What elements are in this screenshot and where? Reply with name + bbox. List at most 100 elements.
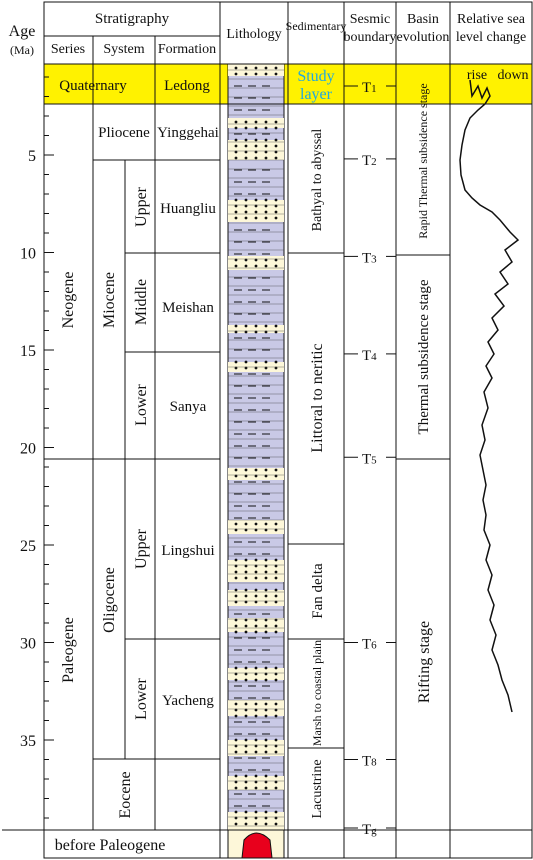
lithology-sand-dot <box>244 66 248 70</box>
lithology-sand-dot <box>254 816 258 820</box>
series-header: Series <box>51 42 85 57</box>
lithology-sand-dot <box>274 588 278 592</box>
lithology-sand-dot <box>234 570 238 574</box>
lithology-sand-dot <box>274 810 278 814</box>
system-header: System <box>103 42 144 57</box>
lithology-sand-dot <box>244 264 248 268</box>
lithology-sand-dot <box>234 264 238 268</box>
lithology-sand-dot <box>234 474 238 478</box>
lithology-sand-dot <box>244 120 248 124</box>
lithology-sand-dot <box>234 258 238 262</box>
lithology-sand-dot <box>264 618 268 622</box>
lithology-sand-dot <box>254 600 258 604</box>
lithology-sand-dot <box>234 204 238 208</box>
lithology-sand-dot <box>274 786 278 790</box>
age-tick-label: 15 <box>20 343 36 360</box>
seismic-boundary-label: T4 <box>362 348 377 364</box>
lithology-sand-dot <box>254 780 258 784</box>
rapid-subsidence-label: Rapid Thermal subsidence stage <box>416 83 430 238</box>
lithology-sand-dot <box>244 366 248 370</box>
rise-label: rise <box>467 68 487 83</box>
lithology-sand-dot <box>274 366 278 370</box>
seismic-boundary-label: T6 <box>362 637 377 653</box>
lithology-sand-dot <box>254 528 258 532</box>
lithology-sand-dot <box>234 744 238 748</box>
littoral-label: Littoral to neritic <box>309 343 326 452</box>
lithology-sand-dot <box>244 468 248 472</box>
lithology-sand-dot <box>244 708 248 712</box>
lithology-sand-dot <box>244 678 248 682</box>
lithology-sand-dot <box>254 588 258 592</box>
lithology-sand-dot <box>274 138 278 142</box>
lithology-sand-dot <box>254 144 258 148</box>
lacustrine-label: Lacustrine <box>310 759 325 818</box>
eocene-label: Eocene <box>117 771 134 818</box>
lithology-sand-dot <box>234 144 238 148</box>
lithology-sand-dot <box>254 204 258 208</box>
sedimentary-header: Sedimentary <box>286 19 347 33</box>
lithology-sand-dot <box>244 204 248 208</box>
lithology-sand-dot <box>254 474 258 478</box>
lithology-sand-dot <box>234 330 238 334</box>
thermal-subsidence-label: Thermal subsidence stage <box>416 279 432 434</box>
lithology-sand-dot <box>254 570 258 574</box>
lithology-sand-dot <box>234 156 238 160</box>
basin-header-line1: Basin <box>407 12 439 27</box>
lithology-sand-dot <box>234 738 238 742</box>
lithology-sand-dot <box>244 324 248 328</box>
lithology-sand-dot <box>274 618 278 622</box>
lithology-sand-dot <box>274 150 278 154</box>
lithology-sand-dot <box>254 774 258 778</box>
lithology-sand-dot <box>274 708 278 712</box>
lithology-sand-dot <box>254 810 258 814</box>
lithology-sand-dot <box>274 672 278 676</box>
lithology-sand-dot <box>264 600 268 604</box>
lithology-sand-dot <box>244 672 248 676</box>
lithology-sand-dot <box>264 780 268 784</box>
lithology-sand-dot <box>274 594 278 598</box>
lithology-sand-dot <box>244 786 248 790</box>
lithology-sand-dot <box>254 786 258 790</box>
lithology-sand-dot <box>274 360 278 364</box>
lithology-sand-dot <box>244 570 248 574</box>
lithology-sand-dot <box>244 576 248 580</box>
lithology-sand-dot <box>254 708 258 712</box>
lithology-sand-dot <box>264 702 268 706</box>
basin-header-line2: evolution <box>397 30 450 45</box>
lithology-sand-dot <box>274 744 278 748</box>
lithology-sand-dot <box>244 744 248 748</box>
lithology-sand-dot <box>244 216 248 220</box>
lithology-sand-dot <box>254 66 258 70</box>
lithology-sand-dot <box>234 198 238 202</box>
lithology-sand-dot <box>254 324 258 328</box>
lithology-sand-dot <box>274 468 278 472</box>
lithology-sand-dot <box>274 522 278 526</box>
lithology-sand-dot <box>244 588 248 592</box>
lithology-sand-dot <box>264 678 268 682</box>
lithology-sand-dot <box>244 738 248 742</box>
lithology-sand-dot <box>254 822 258 826</box>
yinggehai-label: Yinggehai <box>157 125 219 141</box>
lithology-sand-dot <box>274 600 278 604</box>
lithology-sand-dot <box>274 204 278 208</box>
lithology-sand-dot <box>234 66 238 70</box>
lithology-sand-dot <box>244 702 248 706</box>
lithology-sand-dot <box>254 72 258 76</box>
lithology-sand-dot <box>264 360 268 364</box>
lithology-sand-dot <box>234 600 238 604</box>
lithology-sand-dot <box>234 822 238 826</box>
lithology-sand-dot <box>264 744 268 748</box>
lithology-sand-dot <box>244 150 248 154</box>
lithology-sand-dot <box>274 822 278 826</box>
lithology-sand-dot <box>264 468 268 472</box>
lithology-sand-dot <box>234 528 238 532</box>
age-tick-label: 30 <box>20 636 36 653</box>
lithology-sand-dot <box>254 150 258 154</box>
lithology-sand-dot <box>264 738 268 742</box>
age-tick-label: 35 <box>20 733 36 750</box>
lithology-sand-dot <box>254 666 258 670</box>
lithology-sand-dot <box>254 576 258 580</box>
lithology-sand-dot <box>274 120 278 124</box>
lithology-sand-dot <box>244 528 248 532</box>
lithology-sand-dot <box>234 786 238 790</box>
